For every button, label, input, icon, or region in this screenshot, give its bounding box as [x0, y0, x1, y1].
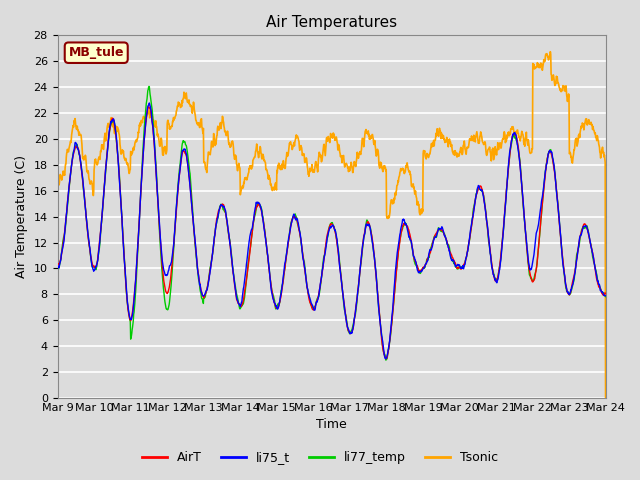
- X-axis label: Time: Time: [316, 419, 347, 432]
- Title: Air Temperatures: Air Temperatures: [266, 15, 397, 30]
- Y-axis label: Air Temperature (C): Air Temperature (C): [15, 155, 28, 278]
- Text: MB_tule: MB_tule: [68, 46, 124, 59]
- Legend: AirT, li75_t, li77_temp, Tsonic: AirT, li75_t, li77_temp, Tsonic: [138, 446, 502, 469]
